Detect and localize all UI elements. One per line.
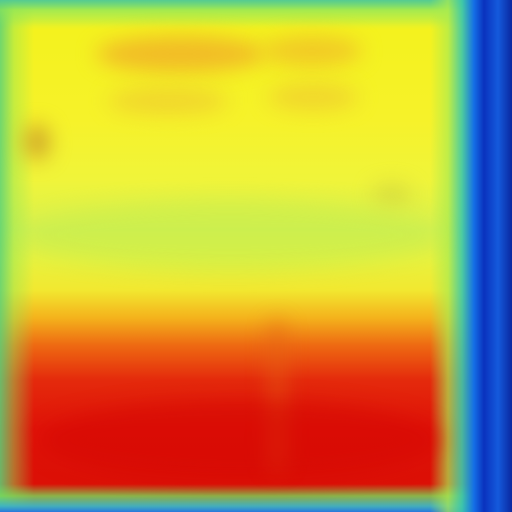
warm-spot	[24, 124, 50, 160]
hot-core	[40, 400, 440, 480]
warm-spot	[96, 36, 266, 72]
warm-spot	[372, 184, 412, 204]
warm-spot	[262, 36, 362, 66]
warm-spot	[108, 88, 228, 114]
warm-spot	[268, 84, 358, 110]
cool-band	[20, 200, 440, 270]
